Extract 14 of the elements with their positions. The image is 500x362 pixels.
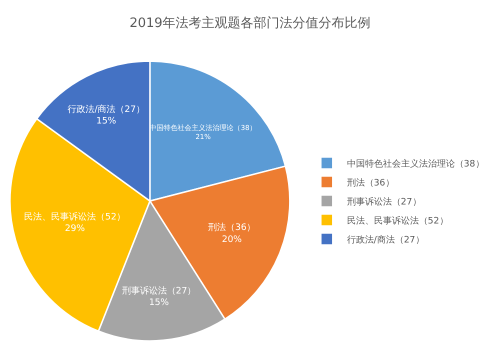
data-label: 15%	[148, 298, 170, 308]
legend-label: 刑事诉讼法（27）	[346, 196, 422, 208]
slice-label: 民法、民事诉讼法（52）	[24, 211, 126, 222]
legend-label: 中国特色社会主义法治理论（38）	[346, 158, 484, 170]
legend-label: 民法、民事诉讼法（52）	[346, 216, 448, 227]
chart-title: 2019年法考主观题各部门法分值分布比例	[129, 15, 371, 32]
data-label: 15%	[96, 116, 117, 127]
legend-label: 刑法（36）	[346, 178, 394, 189]
slice-label: 刑法（36）	[208, 222, 256, 234]
data-label: 20%	[222, 234, 242, 245]
legend-label: 行政法/商法（27）	[346, 234, 424, 246]
slice-label: 行政法/商法（27）	[67, 104, 145, 115]
data-label: 29%	[64, 224, 86, 234]
slice-label: 刑事诉讼法（27）	[122, 285, 196, 296]
